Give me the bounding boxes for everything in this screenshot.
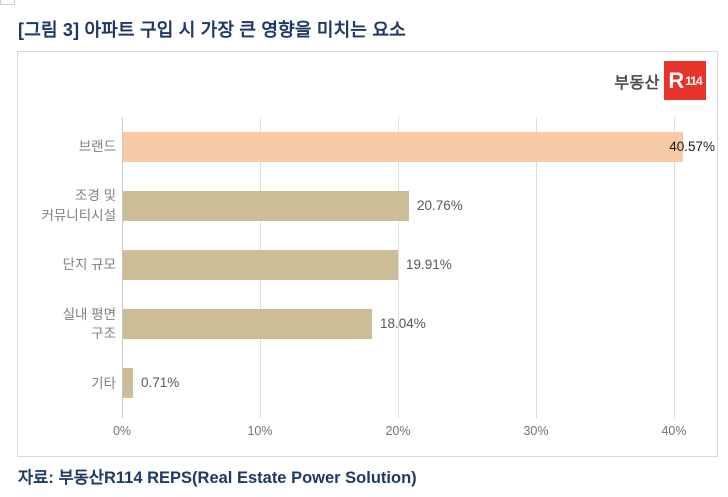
- page-title: [그림 3] 아파트 구입 시 가장 큰 영향을 미치는 요소: [18, 20, 406, 40]
- x-axis-tick-label: 20%: [385, 424, 411, 438]
- bar-row-2: [123, 250, 398, 280]
- value-label: 18.04%: [380, 316, 426, 331]
- value-label: 20.76%: [417, 198, 463, 213]
- x-axis-tick-label: 40%: [661, 424, 687, 438]
- category-label: 기타: [91, 375, 116, 391]
- bar-chart-plot-area: 0% 10% 20% 30% 40% 브랜드 40.57% 조경 및 커뮤니티시설 20.76%…: [18, 52, 717, 456]
- gridline-30pct: [536, 117, 537, 418]
- x-axis-tick-label: 10%: [247, 424, 273, 438]
- category-label: 브랜드: [78, 138, 116, 154]
- r114-badge-icon: R 114: [664, 61, 706, 100]
- bar-row-3: [123, 309, 372, 339]
- bar-row-0: [123, 132, 683, 162]
- category-label: 조경 및 커뮤니티시설: [41, 188, 116, 223]
- gridline-0pct: [122, 117, 123, 418]
- source-citation: 자료: 부동산R114 REPS(Real Estate Power Solut…: [18, 469, 417, 487]
- logo-text: 부동산: [614, 74, 660, 92]
- x-axis-tick-label: 30%: [523, 424, 549, 438]
- bar-row-1: [123, 191, 409, 221]
- gridline-40pct: [674, 117, 675, 418]
- bar-row-4: [123, 368, 133, 398]
- gridline-20pct: [398, 117, 399, 418]
- value-label: 40.57%: [669, 139, 715, 154]
- r114-logo: 부동산 R 114: [614, 61, 706, 100]
- x-axis-tick-label: 0%: [112, 424, 132, 438]
- value-label: 0.71%: [141, 375, 180, 390]
- corner-artifact: [0, 0, 15, 5]
- value-label: 19.91%: [406, 257, 452, 272]
- chart-container: 부동산 R 114 0% 10% 20% 30% 40% 브랜드 40.57% 조경 및 커뮤니…: [17, 51, 718, 457]
- category-label: 단지 규모: [62, 257, 116, 273]
- category-label: 실내 평면 구조: [62, 306, 116, 342]
